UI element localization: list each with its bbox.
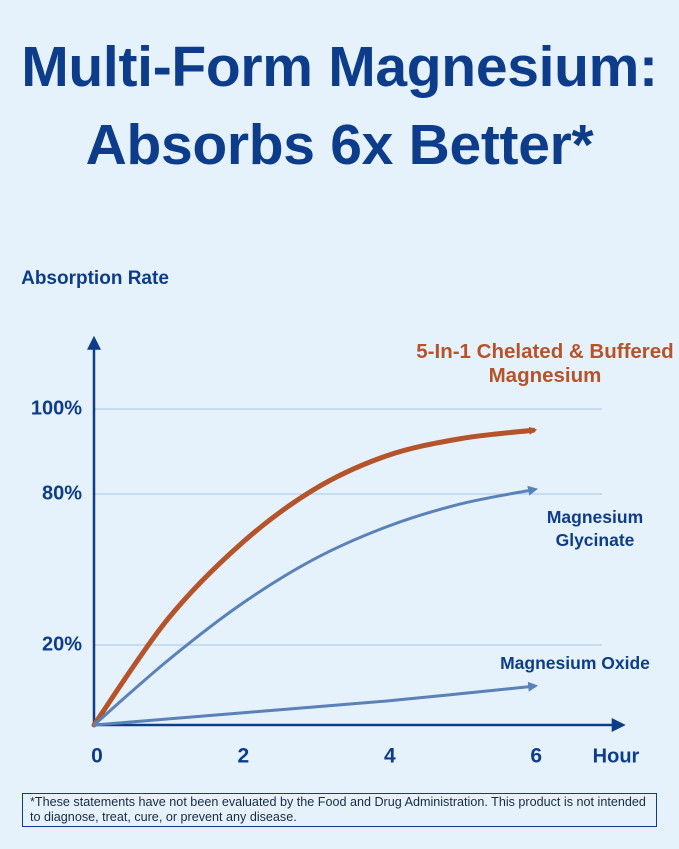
y-tick-label: 100% — [31, 397, 82, 419]
y-axis-label: Absorption Rate — [21, 268, 169, 289]
y-tick-label: 20% — [42, 633, 82, 655]
x-axis-label: Hour — [593, 745, 640, 767]
series-line — [92, 681, 539, 727]
series-label: 5-In-1 Chelated & Buffered Magnesium — [416, 340, 674, 387]
title: Multi-Form Magnesium: Absorbs 6x Better* — [21, 35, 658, 177]
series-label: Magnesium Glycinate — [546, 507, 644, 550]
series-line — [92, 485, 539, 727]
series-line — [91, 426, 538, 728]
x-tick-label: 2 — [238, 745, 250, 768]
x-tick-label: 0 — [91, 745, 103, 768]
series-label: Magnesium Oxide — [500, 653, 650, 673]
x-tick-label: 4 — [384, 745, 396, 768]
footnote: *These statements have not been evaluate… — [22, 793, 657, 827]
y-tick-label: 80% — [42, 482, 82, 504]
x-tick-label: 6 — [530, 745, 542, 768]
